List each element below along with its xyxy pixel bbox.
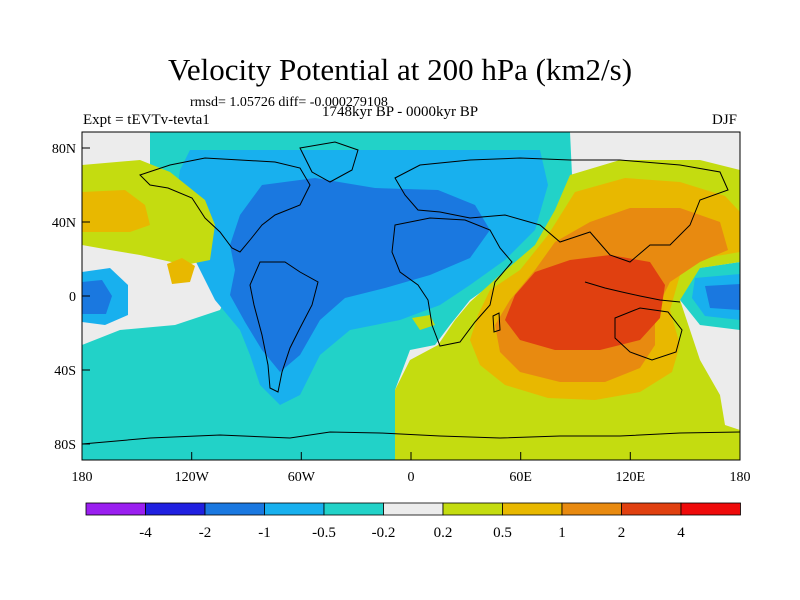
colorbar-label-2: -2: [199, 525, 212, 541]
x-tick-180-left: 180: [72, 470, 93, 485]
map-title: Velocity Potential at 200 hPa (km2/s): [167, 52, 633, 87]
colorbar-label-3: -1: [258, 525, 271, 541]
contour-pos-0-5-pacific: [82, 190, 150, 232]
coastline-antarctica: [82, 431, 740, 445]
contour-pos-0-2-patch: [412, 315, 435, 330]
colorbar-box-11: [680, 502, 741, 516]
colorbar-box-2: [145, 502, 206, 516]
colorbar-box-1: [85, 502, 146, 516]
x-tick-120w: 120W: [175, 470, 210, 485]
colorbar-box-5: [323, 502, 384, 516]
colorbar: [85, 502, 741, 516]
contour-pos-0-2-pacific: [82, 160, 215, 265]
season-label: DJF: [712, 112, 738, 128]
x-tick-180-right: 180: [730, 470, 751, 485]
colorbar-label-9: 2: [618, 525, 626, 541]
coastline-madagascar: [492, 312, 501, 333]
colorbar-label-7: 0.5: [493, 525, 512, 541]
contour-pos-0-5-patch: [167, 258, 195, 284]
colorbar-label-4: -0.5: [312, 525, 336, 541]
colorbar-label-8: 1: [558, 525, 566, 541]
colorbar-label-6: 0.2: [434, 525, 453, 541]
colorbar-box-6: [383, 502, 444, 516]
x-tick-120e: 120E: [616, 470, 646, 485]
colorbar-box-3: [204, 502, 265, 516]
coastline-south-america: [249, 261, 319, 393]
y-tick-0: 0: [69, 290, 76, 305]
y-tick-40s: 40S: [54, 364, 76, 379]
colorbar-box-7: [442, 502, 503, 516]
contour-neg-1-west: [82, 280, 112, 314]
coastline-north-america: [139, 157, 311, 253]
colorbar-box-9: [561, 502, 622, 516]
y-tick-80s: 80S: [54, 438, 76, 453]
x-tick-60w: 60W: [288, 470, 316, 485]
stats-line: rmsd= 1.05726 diff= -0.000279108: [190, 95, 388, 110]
colorbar-label-5: -0.2: [372, 525, 396, 541]
coastline-africa: [391, 217, 513, 347]
colorbar-label-10: 4: [677, 525, 685, 541]
colorbar-box-10: [621, 502, 682, 516]
contour-pos-2: [505, 255, 665, 350]
colorbar-box-4: [264, 502, 325, 516]
colorbar-label-1: -4: [139, 525, 152, 541]
experiment-label: Expt = tEVTv-tevta1: [83, 112, 210, 128]
coastline-greenland: [299, 141, 359, 183]
period-label: 1748kyr BP - 0000kyr BP: [322, 104, 479, 120]
axis-ticks: [81, 147, 741, 460]
coastline-australia: [614, 307, 683, 361]
coastline-eurasia: [394, 157, 729, 263]
coastline-indonesia: [584, 281, 681, 303]
contour-neg-1-east: [705, 284, 740, 310]
contour-neg-1: [230, 178, 490, 372]
x-tick-0: 0: [408, 470, 415, 485]
y-tick-80n: 80N: [52, 142, 76, 157]
coastlines: [82, 141, 740, 445]
x-tick-60e: 60E: [509, 470, 532, 485]
colorbar-box-8: [502, 502, 563, 516]
y-tick-40n: 40N: [52, 216, 76, 231]
